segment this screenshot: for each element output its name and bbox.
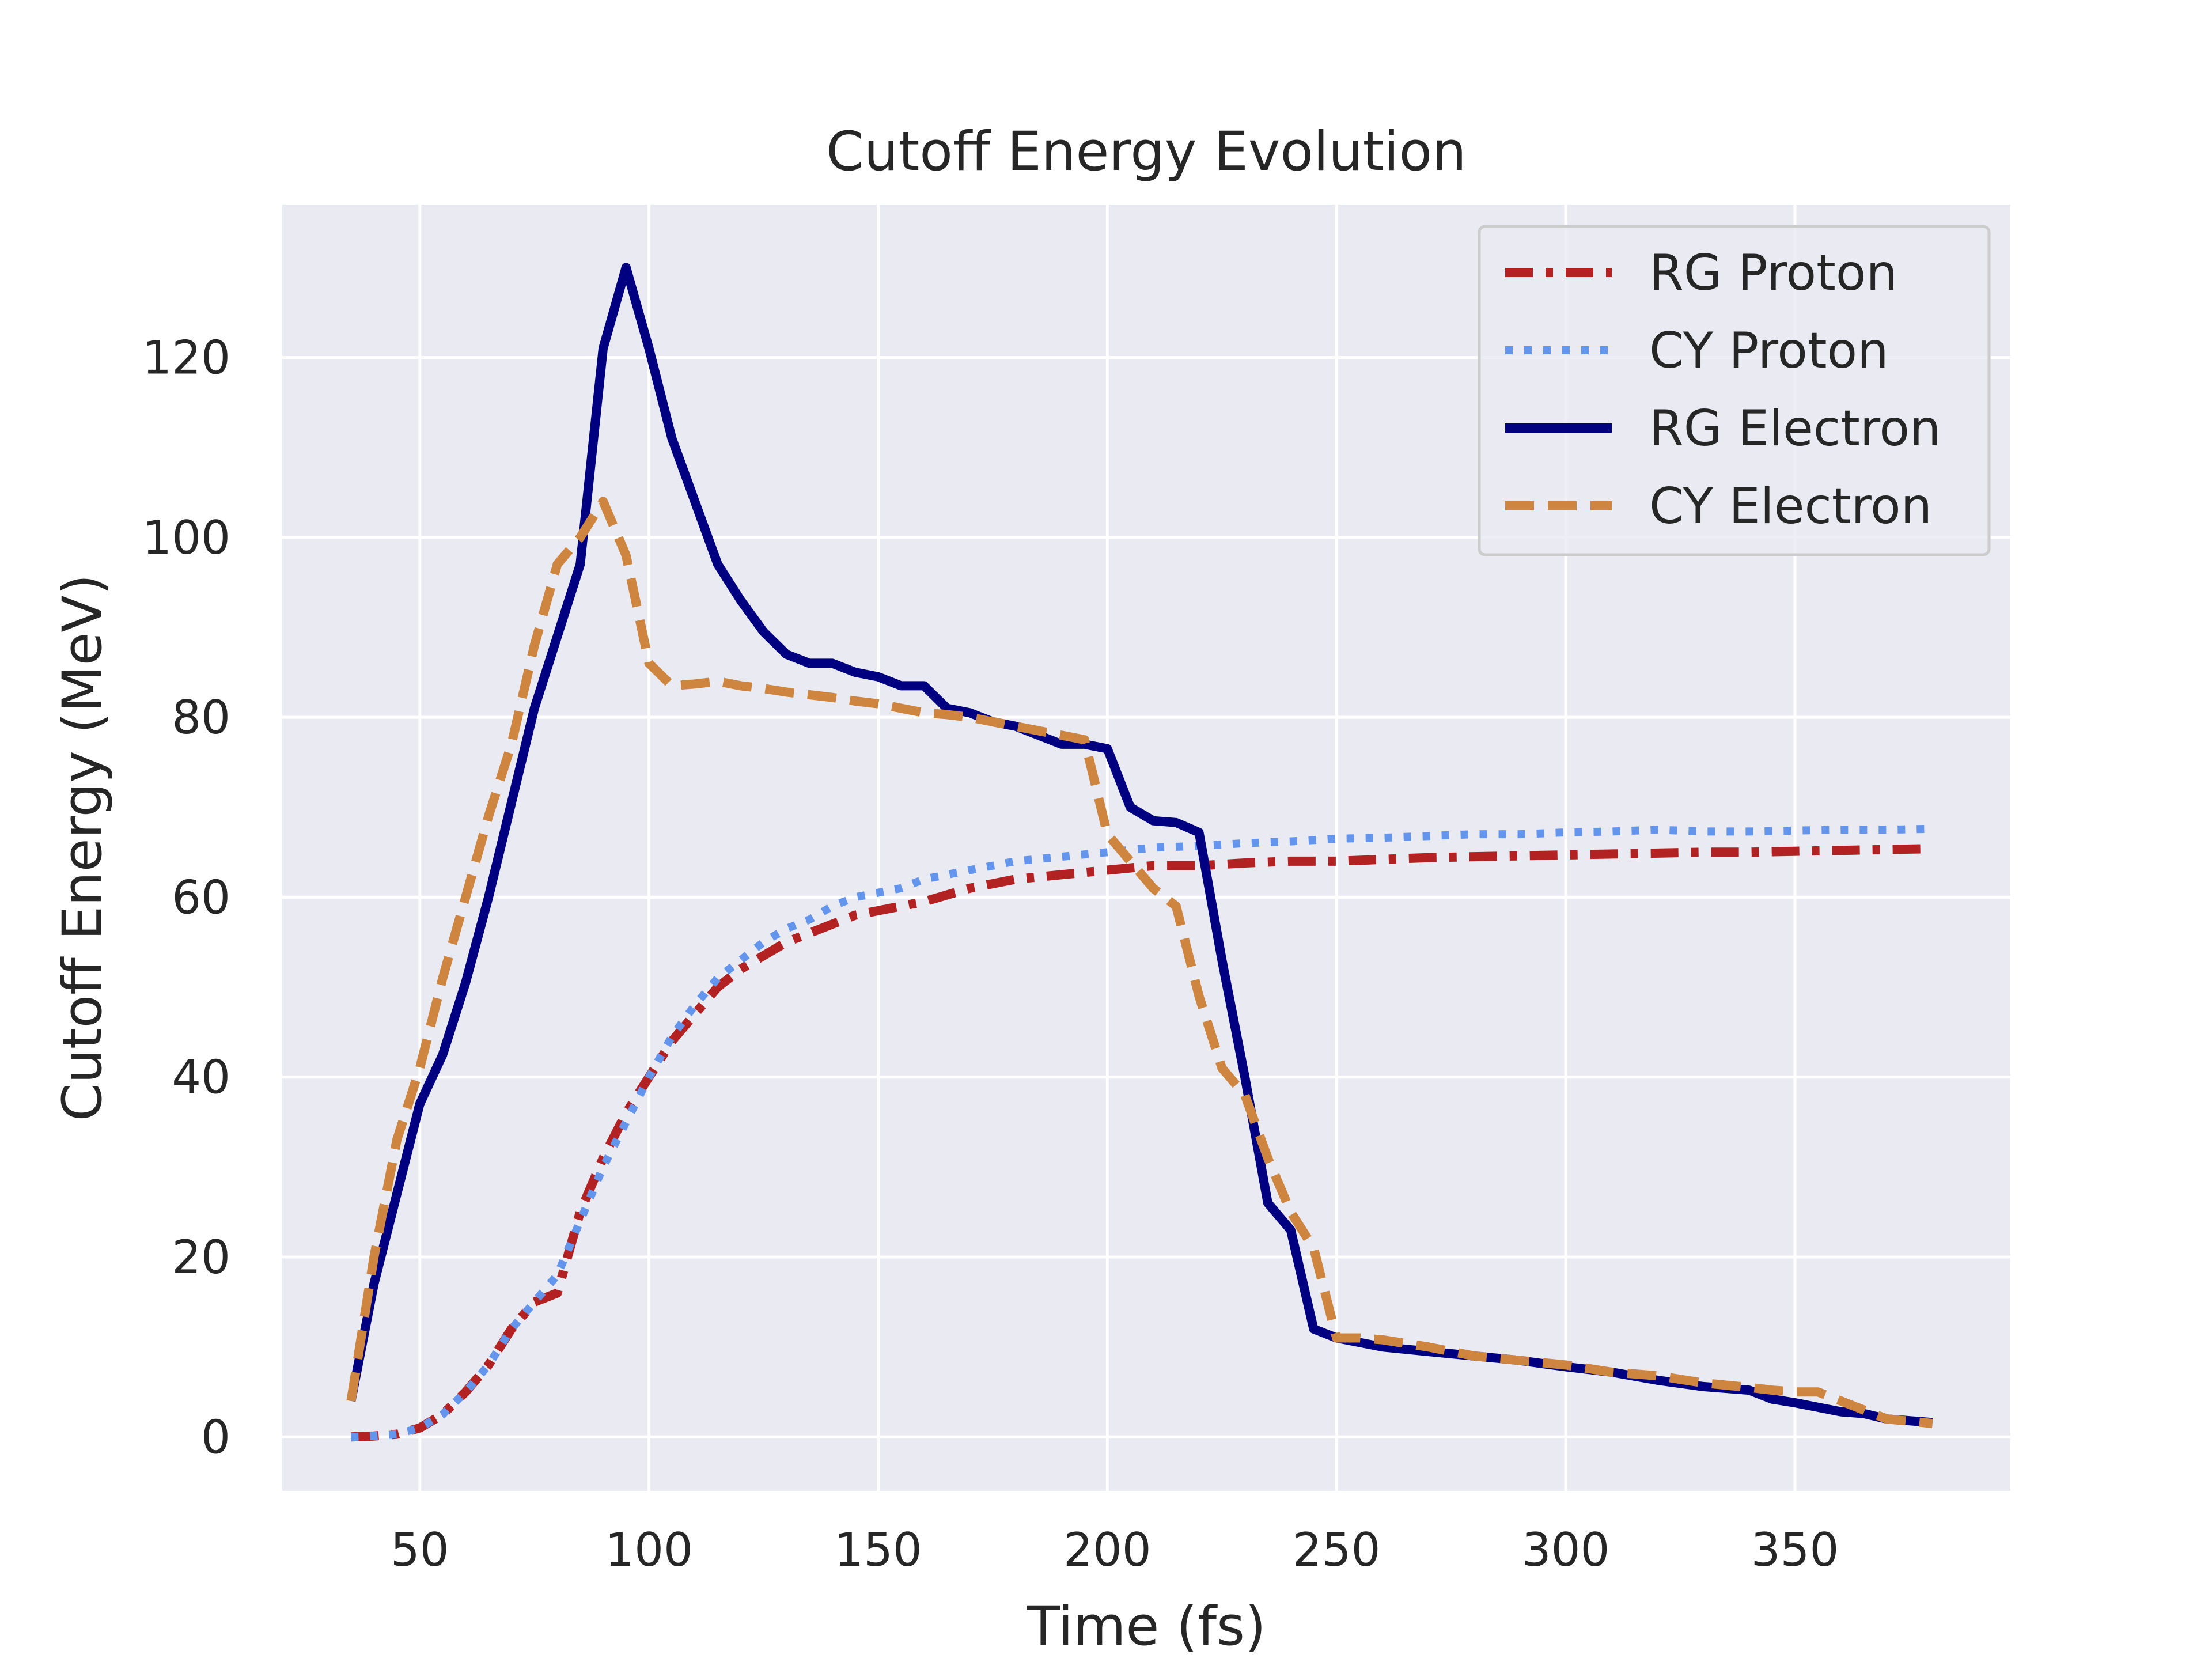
legend: RG Proton CY Proton RG Electron CY Electron <box>1478 225 1991 556</box>
x-tick-label: 200 <box>1063 1523 1152 1577</box>
tick-labels: 50 100 150 200 250 300 350 0 20 40 60 80 100 120 <box>142 331 1839 1577</box>
x-tick-label: 350 <box>1751 1523 1839 1577</box>
y-tick-label: 100 <box>142 511 230 565</box>
legend-label: CY Electron <box>1649 478 1932 535</box>
x-tick-label: 250 <box>1293 1523 1381 1577</box>
y-axis-label: Cutoff Energy (MeV) <box>51 574 114 1122</box>
y-tick-label: 0 <box>201 1410 230 1464</box>
x-axis-label: Time (fs) <box>1026 1595 1266 1658</box>
y-tick-label: 20 <box>172 1231 230 1284</box>
y-tick-label: 120 <box>142 331 230 384</box>
legend-box <box>1478 225 1991 556</box>
series-line-cy-electron <box>346 497 1933 1428</box>
x-tick-label: 300 <box>1522 1523 1610 1577</box>
x-tick-label: 150 <box>834 1523 922 1577</box>
chart-title: Cutoff Energy Evolution <box>826 120 1466 183</box>
legend-label: RG Electron <box>1649 400 1941 457</box>
series-line-rg-proton <box>351 844 1933 1442</box>
x-tick-label: 50 <box>391 1523 449 1577</box>
legend-label: CY Proton <box>1649 322 1889 380</box>
y-tick-label: 40 <box>172 1051 230 1104</box>
legend-label: RG Proton <box>1649 244 1897 302</box>
series-lines <box>346 263 1933 1442</box>
x-tick-label: 100 <box>605 1523 693 1577</box>
y-tick-label: 80 <box>172 691 230 744</box>
y-tick-label: 60 <box>172 870 230 924</box>
